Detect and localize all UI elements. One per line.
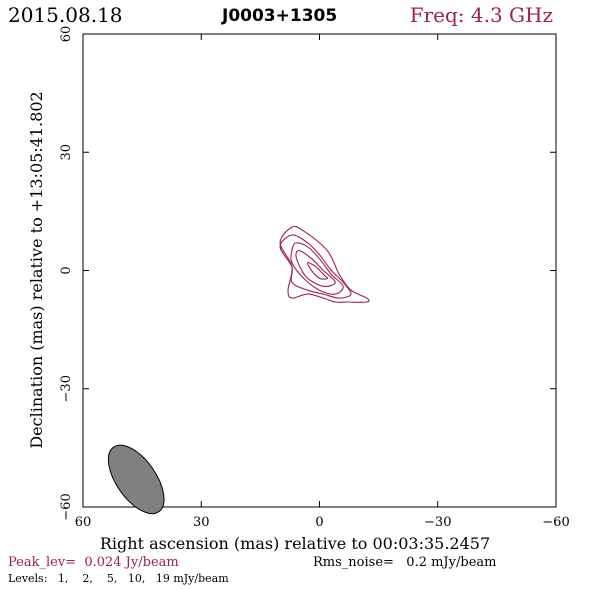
x-axis-label: Right ascension (mas) relative to 00:03:… [100, 534, 490, 553]
contour-level-19 [307, 261, 329, 280]
y-tick-labels: −60 −30 0 30 60 [59, 26, 74, 521]
y-tick-label: 60 [59, 26, 74, 43]
observation-date: 2015.08.18 [8, 3, 123, 27]
x-tick-label: −60 [542, 515, 569, 530]
y-tick-label: −60 [59, 493, 74, 520]
contour-level-2 [279, 234, 352, 299]
peak-level: Peak_lev= 0.024 Jy/beam [8, 555, 179, 570]
x-tick-label: 0 [315, 515, 323, 530]
y-axis-label: Declination (mas) relative to +13:05:41.… [27, 91, 46, 448]
contour-levels: Levels: 1, 2, 5, 10, 19 mJy/beam [8, 572, 229, 585]
x-tick-label: −30 [424, 515, 451, 530]
y-tick-label: 30 [59, 144, 74, 161]
x-tick-label: 60 [75, 515, 92, 530]
contour-level-5 [290, 242, 344, 295]
contour-level-1 [279, 225, 370, 303]
contour-level-10 [295, 250, 336, 287]
beam-shape [107, 444, 165, 515]
y-tick-label: −30 [59, 375, 74, 402]
frequency-label: Freq: 4.3 GHz [410, 3, 553, 27]
x-tick-labels: 60 30 0 −30 −60 [75, 515, 570, 530]
contour-set [279, 225, 370, 303]
rms-noise: Rms_noise= 0.2 mJy/beam [313, 555, 496, 570]
y-tick-label: 0 [59, 266, 74, 274]
x-tick-label: 30 [193, 515, 210, 530]
source-name: J0003+1305 [221, 6, 337, 26]
beam-ellipse [107, 444, 165, 515]
axis-ticks [82, 33, 557, 508]
